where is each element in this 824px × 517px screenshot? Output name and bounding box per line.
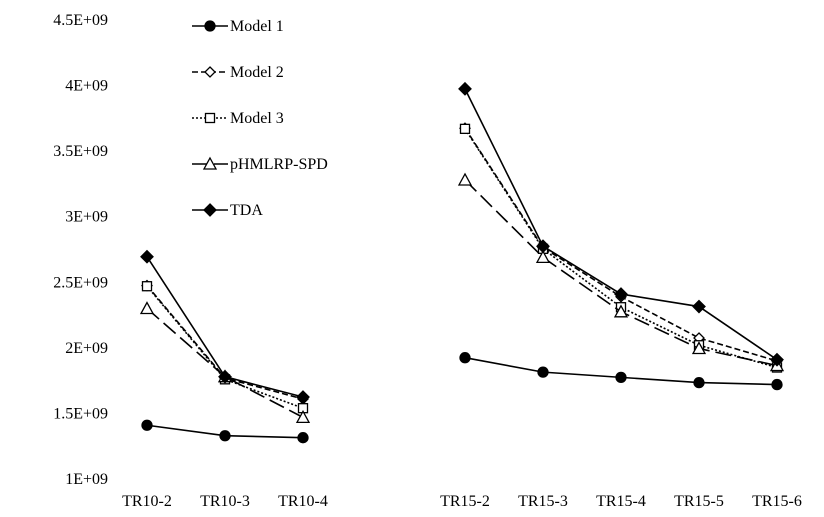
y-tick-label: 2E+09 — [65, 340, 108, 357]
data-point — [614, 287, 628, 302]
data-point — [459, 352, 471, 364]
x-tick-label: TR10-3 — [200, 493, 250, 510]
x-tick-label: TR15-6 — [752, 493, 802, 510]
series-line-tda — [464, 88, 778, 361]
data-point — [535, 250, 551, 264]
series-line-model-2 — [464, 127, 778, 362]
series-model-1 — [141, 352, 783, 444]
legend-marker — [203, 203, 217, 217]
x-tick-label: TR10-2 — [122, 493, 172, 510]
data-point — [692, 299, 706, 314]
legend-marker — [204, 112, 216, 124]
series-line-phmlrp-spd — [464, 179, 778, 367]
legend-item-model-3: Model 3 — [192, 110, 284, 127]
x-tick-label: TR15-3 — [518, 493, 568, 510]
legend-item-model-2: Model 2 — [192, 64, 284, 81]
data-point — [218, 369, 232, 384]
legend-item-model-1: Model 1 — [192, 18, 284, 35]
legend-label: Model 3 — [230, 110, 284, 127]
y-tick-label: 4.5E+09 — [53, 12, 108, 29]
legend-label: TDA — [230, 202, 263, 219]
legend-label: Model 2 — [230, 64, 284, 81]
series-line-model-3 — [464, 128, 778, 369]
legend-marker — [204, 20, 216, 32]
x-tick-label: TR15-2 — [440, 493, 490, 510]
data-point — [771, 378, 783, 391]
x-tick-label: TR10-4 — [278, 493, 328, 510]
data-point — [458, 81, 472, 96]
series-line-model-3 — [146, 285, 304, 409]
data-point — [536, 239, 550, 254]
series-line-phmlrp-spd — [146, 307, 304, 419]
data-point — [459, 123, 471, 134]
y-tick-label: 3.5E+09 — [53, 143, 108, 160]
data-point — [691, 341, 707, 355]
legend-item-tda: TDA — [192, 202, 263, 219]
series-tda — [140, 81, 784, 404]
x-tick-label: TR15-4 — [596, 493, 646, 510]
legend-marker — [202, 156, 218, 170]
data-point — [296, 390, 310, 404]
data-point — [615, 371, 627, 384]
data-point — [141, 419, 153, 431]
data-point — [613, 304, 629, 318]
y-axis: 1E+09 1.5E+09 2E+09 2.5E+09 3E+09 3.5E+09 4E+0… — [53, 12, 108, 488]
series-layer — [139, 81, 785, 444]
legend-label: Model 1 — [230, 18, 284, 35]
data-point — [139, 301, 155, 315]
y-tick-label: 2.5E+09 — [53, 274, 108, 291]
data-point — [141, 281, 153, 292]
data-point — [457, 172, 473, 186]
data-point — [295, 410, 311, 424]
y-tick-label: 4E+09 — [65, 78, 108, 95]
data-point — [219, 430, 231, 442]
legend-marker — [204, 66, 216, 78]
y-tick-label: 1.5E+09 — [53, 405, 108, 422]
x-axis: TR10-2 TR10-3 TR10-4 TR15-2 TR15-3 TR15-4 TR15… — [122, 493, 802, 510]
data-point — [693, 376, 705, 389]
legend-label: pHMLRP-SPD — [230, 156, 328, 173]
legend: Model 1 Model 2 Model 3 pHMLRP-SPD TDA — [192, 18, 328, 219]
data-point — [770, 352, 784, 367]
data-point — [297, 432, 309, 444]
y-tick-label: 3E+09 — [65, 209, 108, 226]
legend-item-phmlrp-spd: pHMLRP-SPD — [192, 156, 328, 173]
x-tick-label: TR15-5 — [674, 493, 724, 510]
data-point — [140, 249, 154, 264]
y-tick-label: 1E+09 — [65, 471, 108, 488]
data-point — [537, 366, 549, 378]
